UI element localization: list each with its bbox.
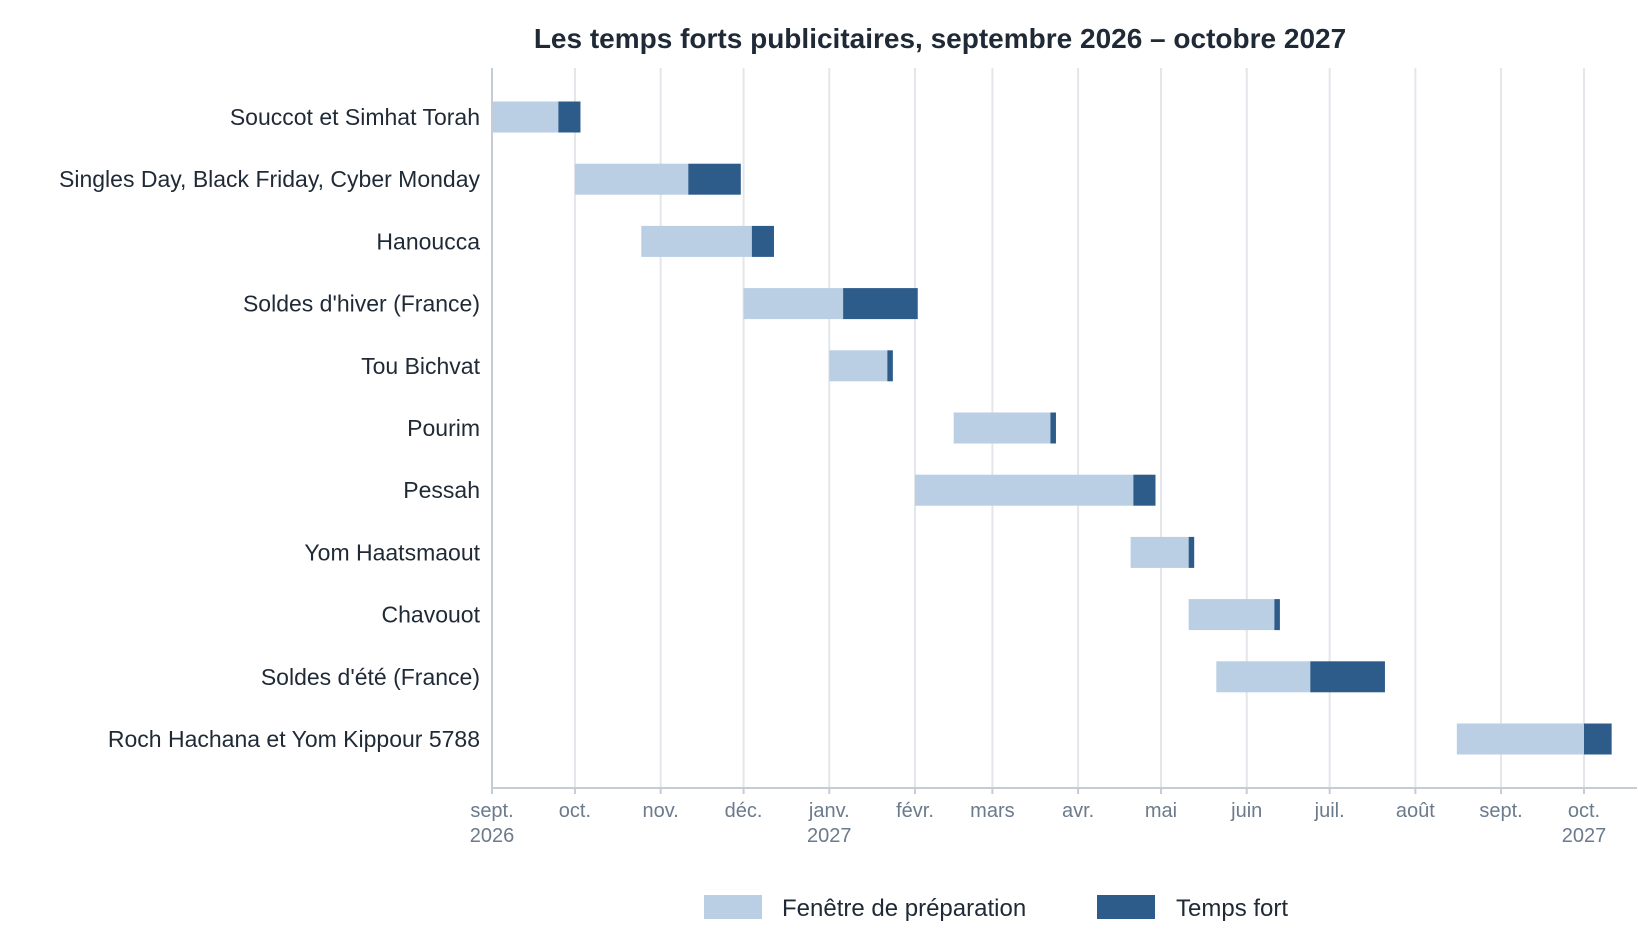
bar-prep-yom-haatsmaout <box>1130 536 1189 568</box>
x-tick-label-0: sept. <box>470 800 513 822</box>
x-tick-year-13: 2027 <box>1562 825 1607 847</box>
x-tick-label-7: avr. <box>1062 800 1094 822</box>
legend-swatch-prep <box>704 895 762 919</box>
bar-prep-hanoucca <box>641 225 752 257</box>
legend-swatch-peak <box>1097 895 1155 919</box>
y-label-tou-bichvat: Tou Bichvat <box>361 353 481 379</box>
y-label-hanoucca: Hanoucca <box>376 228 480 254</box>
y-label-soldes-d-ete-france: Soldes d'été (France) <box>261 664 480 690</box>
bar-peak-tou-bichvat <box>887 350 893 382</box>
bar-peak-soldes-d-ete-france <box>1310 661 1385 693</box>
x-tick-label-8: mai <box>1145 800 1177 822</box>
bar-prep-singles-day-black-friday-cyber-monday <box>574 163 689 195</box>
x-tick-label-3: déc. <box>725 800 763 822</box>
legend-label-peak: Temps fort <box>1176 895 1288 922</box>
y-label-souccot-et-simhat-torah: Souccot et Simhat Torah <box>230 104 480 130</box>
bar-prep-pessah <box>914 474 1134 506</box>
x-axis-ticks: sept. 2026 oct. nov. déc. janv. 2027 févr. mars a… <box>470 788 1607 847</box>
legend-label-prep: Fenêtre de préparation <box>782 895 1026 922</box>
bar-peak-roch-hachana-et-yom-kippour-5788 <box>1584 723 1612 755</box>
bar-prep-soldes-d-hiver-france <box>743 288 844 320</box>
bar-prep-soldes-d-ete-france <box>1216 661 1311 693</box>
x-tick-label-4: janv. <box>808 800 850 822</box>
axes <box>491 68 1637 789</box>
bars-group <box>492 101 1612 755</box>
bar-peak-yom-haatsmaout <box>1188 536 1195 568</box>
bar-peak-pourim <box>1050 412 1056 444</box>
bar-prep-chavouot <box>1188 599 1275 631</box>
x-tick-label-1: oct. <box>559 800 591 822</box>
bar-peak-pessah <box>1133 474 1156 506</box>
bar-peak-soldes-d-hiver-france <box>843 288 918 320</box>
x-tick-label-6: mars <box>970 800 1014 822</box>
y-label-chavouot: Chavouot <box>382 602 481 628</box>
y-axis-labels: Souccot et Simhat Torah Singles Day, Blac… <box>59 104 481 752</box>
x-tick-label-5: févr. <box>896 800 934 822</box>
x-tick-label-12: sept. <box>1479 800 1522 822</box>
x-tick-label-11: août <box>1396 800 1435 822</box>
y-label-pessah: Pessah <box>403 477 480 503</box>
y-label-soldes-d-hiver-france: Soldes d'hiver (France) <box>243 291 480 317</box>
x-tick-year-0: 2026 <box>470 825 515 847</box>
y-label-roch-hachana-et-yom-kippour-5788: Roch Hachana et Yom Kippour 5788 <box>108 726 480 752</box>
x-tick-year-4: 2027 <box>807 825 852 847</box>
bar-prep-souccot-et-simhat-torah <box>492 101 559 133</box>
bar-peak-souccot-et-simhat-torah <box>558 101 581 133</box>
y-label-yom-haatsmaout: Yom Haatsmaout <box>304 539 480 565</box>
y-label-pourim: Pourim <box>407 415 480 441</box>
x-tick-label-9: juin <box>1230 800 1262 822</box>
legend: Fenêtre de préparation Temps fort <box>704 895 1288 922</box>
x-tick-label-10: juil. <box>1314 800 1345 822</box>
bar-peak-hanoucca <box>751 225 774 257</box>
bar-prep-roch-hachana-et-yom-kippour-5788 <box>1456 723 1584 755</box>
bar-prep-tou-bichvat <box>829 350 888 382</box>
x-tick-label-2: nov. <box>642 800 678 822</box>
y-label-singles-day-black-friday-cyber-monday: Singles Day, Black Friday, Cyber Monday <box>59 166 480 192</box>
bar-peak-chavouot <box>1274 599 1280 631</box>
chart-title: Les temps forts publicitaires, septembre… <box>534 23 1346 54</box>
x-tick-label-13: oct. <box>1568 800 1600 822</box>
bar-peak-singles-day-black-friday-cyber-monday <box>688 163 741 195</box>
bar-prep-pourim <box>953 412 1051 444</box>
